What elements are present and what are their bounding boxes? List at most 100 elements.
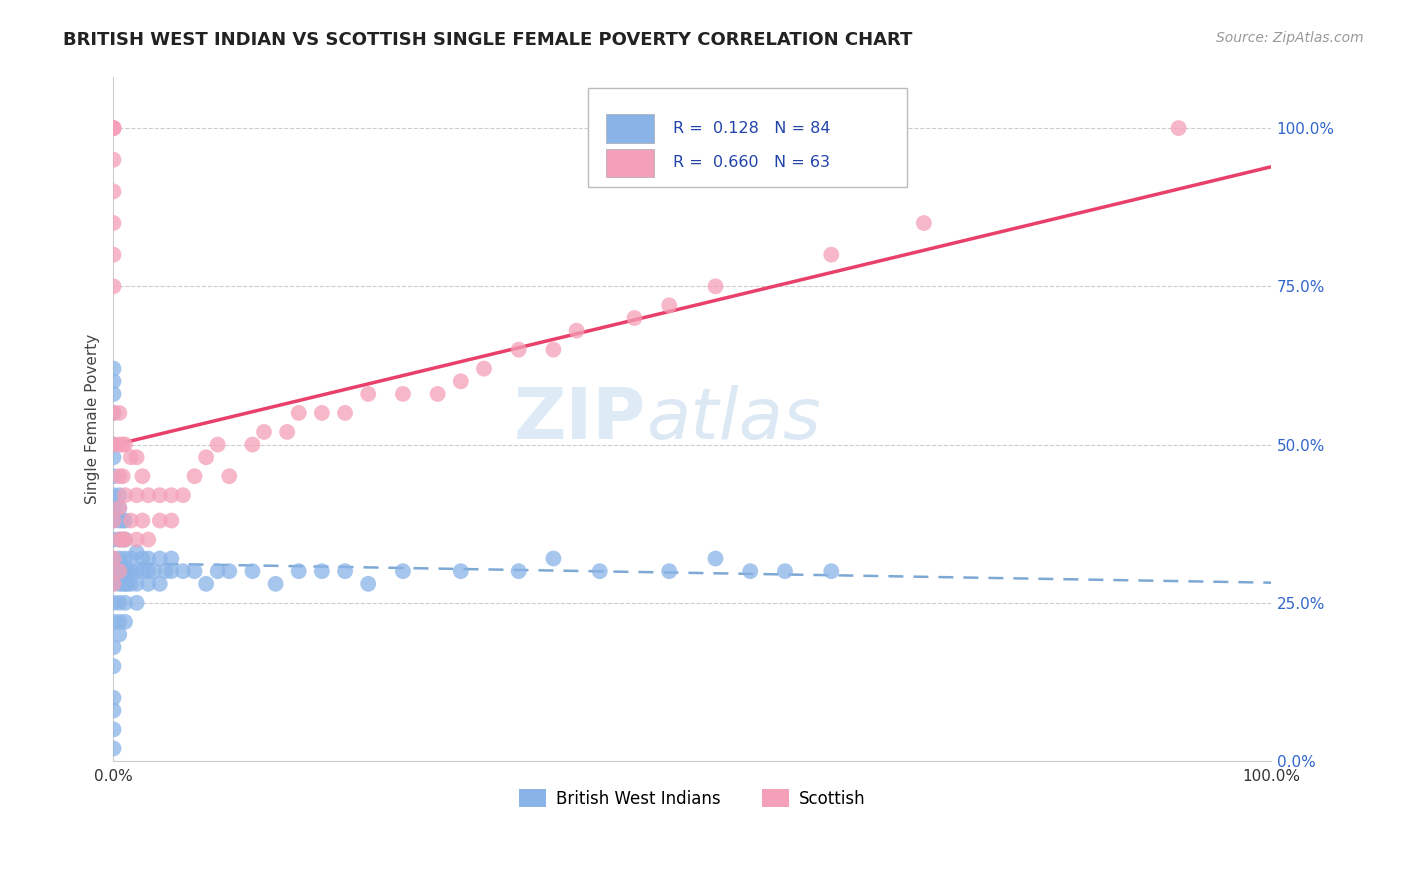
British West Indians bbox=[160, 551, 183, 566]
Scottish bbox=[103, 153, 125, 167]
British West Indians bbox=[207, 564, 229, 578]
Scottish bbox=[623, 310, 645, 325]
Scottish bbox=[103, 185, 125, 199]
Scottish bbox=[103, 406, 125, 420]
Text: R =  0.128   N = 84: R = 0.128 N = 84 bbox=[672, 121, 830, 136]
Scottish bbox=[172, 488, 194, 502]
British West Indians bbox=[103, 374, 125, 388]
British West Indians bbox=[195, 577, 218, 591]
Scottish bbox=[357, 387, 380, 401]
British West Indians bbox=[131, 551, 153, 566]
Scottish bbox=[125, 533, 148, 547]
Scottish bbox=[114, 437, 136, 451]
Scottish bbox=[131, 469, 153, 483]
Scottish bbox=[103, 577, 125, 591]
British West Indians bbox=[136, 551, 159, 566]
British West Indians bbox=[143, 564, 166, 578]
British West Indians bbox=[450, 564, 472, 578]
British West Indians bbox=[183, 564, 205, 578]
British West Indians bbox=[108, 488, 131, 502]
British West Indians bbox=[508, 564, 530, 578]
Scottish bbox=[333, 406, 356, 420]
Scottish bbox=[111, 437, 134, 451]
British West Indians bbox=[103, 533, 125, 547]
Scottish bbox=[276, 425, 298, 439]
British West Indians bbox=[120, 564, 142, 578]
Scottish bbox=[207, 437, 229, 451]
British West Indians bbox=[114, 514, 136, 528]
Scottish bbox=[103, 551, 125, 566]
British West Indians bbox=[108, 596, 131, 610]
British West Indians bbox=[103, 469, 125, 483]
Scottish bbox=[108, 533, 131, 547]
British West Indians bbox=[114, 577, 136, 591]
British West Indians bbox=[108, 533, 131, 547]
British West Indians bbox=[103, 564, 125, 578]
Scottish bbox=[136, 488, 159, 502]
FancyBboxPatch shape bbox=[606, 149, 654, 178]
Scottish bbox=[108, 564, 131, 578]
British West Indians bbox=[155, 564, 177, 578]
British West Indians bbox=[103, 615, 125, 629]
British West Indians bbox=[117, 577, 139, 591]
Scottish bbox=[160, 514, 183, 528]
British West Indians bbox=[136, 577, 159, 591]
Scottish bbox=[136, 533, 159, 547]
British West Indians bbox=[103, 659, 125, 673]
British West Indians bbox=[287, 564, 309, 578]
Scottish bbox=[1167, 121, 1189, 136]
British West Indians bbox=[114, 564, 136, 578]
Scottish bbox=[160, 488, 183, 502]
British West Indians bbox=[111, 514, 134, 528]
Legend: British West Indians, Scottish: British West Indians, Scottish bbox=[513, 783, 872, 814]
British West Indians bbox=[114, 533, 136, 547]
Text: ZIP: ZIP bbox=[513, 384, 645, 454]
British West Indians bbox=[131, 564, 153, 578]
British West Indians bbox=[136, 564, 159, 578]
British West Indians bbox=[111, 577, 134, 591]
British West Indians bbox=[120, 577, 142, 591]
Scottish bbox=[103, 248, 125, 262]
British West Indians bbox=[160, 564, 183, 578]
British West Indians bbox=[125, 545, 148, 559]
British West Indians bbox=[589, 564, 612, 578]
Scottish bbox=[450, 374, 472, 388]
Text: atlas: atlas bbox=[645, 384, 821, 454]
Scottish bbox=[120, 514, 142, 528]
British West Indians bbox=[111, 564, 134, 578]
British West Indians bbox=[108, 551, 131, 566]
British West Indians bbox=[125, 564, 148, 578]
Scottish bbox=[103, 216, 125, 230]
British West Indians bbox=[108, 564, 131, 578]
Scottish bbox=[543, 343, 565, 357]
Scottish bbox=[103, 121, 125, 136]
Text: Source: ZipAtlas.com: Source: ZipAtlas.com bbox=[1216, 31, 1364, 45]
Scottish bbox=[287, 406, 309, 420]
British West Indians bbox=[103, 450, 125, 465]
Scottish bbox=[108, 406, 131, 420]
British West Indians bbox=[103, 387, 125, 401]
Scottish bbox=[108, 469, 131, 483]
Scottish bbox=[912, 216, 935, 230]
British West Indians bbox=[149, 577, 172, 591]
British West Indians bbox=[242, 564, 264, 578]
British West Indians bbox=[103, 703, 125, 717]
Scottish bbox=[183, 469, 205, 483]
Scottish bbox=[149, 488, 172, 502]
Scottish bbox=[472, 361, 495, 376]
British West Indians bbox=[740, 564, 762, 578]
British West Indians bbox=[103, 361, 125, 376]
British West Indians bbox=[108, 577, 131, 591]
Scottish bbox=[242, 437, 264, 451]
British West Indians bbox=[658, 564, 681, 578]
British West Indians bbox=[392, 564, 415, 578]
Scottish bbox=[426, 387, 449, 401]
British West Indians bbox=[114, 596, 136, 610]
British West Indians bbox=[264, 577, 287, 591]
British West Indians bbox=[111, 533, 134, 547]
British West Indians bbox=[103, 723, 125, 737]
Scottish bbox=[131, 514, 153, 528]
Scottish bbox=[392, 387, 415, 401]
British West Indians bbox=[103, 690, 125, 705]
Scottish bbox=[195, 450, 218, 465]
